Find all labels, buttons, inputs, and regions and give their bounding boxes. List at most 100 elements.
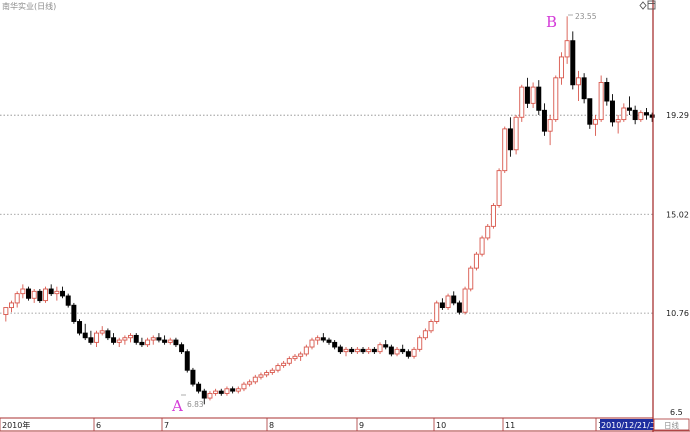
candle-body xyxy=(167,339,173,343)
candle-body xyxy=(128,334,134,339)
annotation-a: A xyxy=(171,397,183,415)
candle-body xyxy=(207,392,213,399)
candle-body xyxy=(145,339,151,346)
annotations: A 6.83 B 23.55 xyxy=(171,12,597,415)
candle-body xyxy=(264,372,270,376)
candle-body xyxy=(269,369,275,373)
candle-body xyxy=(37,290,43,302)
candle-body xyxy=(349,348,355,353)
candle-body xyxy=(9,302,14,309)
candle-body xyxy=(621,107,627,121)
candle-body xyxy=(592,119,598,125)
candle-body xyxy=(286,358,292,364)
candle-body xyxy=(604,82,610,102)
candle-body xyxy=(320,337,326,341)
candle-body xyxy=(383,344,389,348)
candle-body xyxy=(570,40,576,86)
candle-body xyxy=(445,295,451,309)
x-tick-label: 2010年 xyxy=(2,420,30,430)
chart-title: 南华实业(日线) xyxy=(2,1,56,11)
annotation-b: B xyxy=(546,13,557,31)
candle-body xyxy=(196,383,202,392)
candle-body xyxy=(332,341,338,348)
candle-body xyxy=(213,390,219,394)
candle-body xyxy=(337,346,343,353)
low-price-label: 6.83 xyxy=(187,400,204,409)
x-tick-label: 8 xyxy=(269,421,274,430)
candle-body xyxy=(156,337,162,341)
candle-body xyxy=(65,295,71,306)
candle-body xyxy=(133,334,139,343)
candle-body xyxy=(507,128,513,151)
candle-body xyxy=(179,344,185,353)
x-tick-label: 10 xyxy=(436,421,446,430)
diamond-icon[interactable] xyxy=(639,1,647,10)
candle-body xyxy=(615,119,621,123)
high-price-label: 23.55 xyxy=(575,12,597,21)
candle-body xyxy=(502,128,508,172)
x-tick-label: 9 xyxy=(359,421,364,430)
candle-body xyxy=(326,339,332,343)
candle-body xyxy=(417,337,423,350)
candle-body xyxy=(473,253,479,269)
candle-body xyxy=(462,288,468,313)
candle-body xyxy=(524,86,530,104)
candle-body xyxy=(371,348,377,353)
candle-body xyxy=(241,383,247,390)
candle-body xyxy=(411,348,417,357)
period-tab[interactable]: 日线 xyxy=(653,418,690,431)
x-tick-label: 6 xyxy=(96,421,101,430)
candle-body xyxy=(281,362,287,367)
candle-body xyxy=(54,290,60,295)
candle-body xyxy=(530,86,536,104)
candle-body xyxy=(82,332,88,339)
candle-body xyxy=(479,237,485,255)
candle-body xyxy=(428,321,434,332)
candle-body xyxy=(201,390,207,399)
candle-body xyxy=(258,374,264,378)
candle-body xyxy=(394,348,400,355)
candle-body xyxy=(536,86,542,111)
candle-body xyxy=(31,290,37,299)
candle-body xyxy=(451,295,457,304)
candle-body xyxy=(485,225,491,239)
candle-body xyxy=(400,348,406,353)
candle-body xyxy=(309,339,315,348)
candle-body xyxy=(519,86,525,118)
candle-body xyxy=(26,288,32,299)
candle-body xyxy=(20,288,26,295)
x-tick-label: 11 xyxy=(505,421,515,430)
candle-body xyxy=(71,304,77,322)
candle-body xyxy=(116,339,122,343)
candle-body xyxy=(315,337,321,341)
candle-body xyxy=(587,98,593,125)
x-tick-label: 7 xyxy=(164,421,169,430)
candle-body xyxy=(541,109,547,132)
candle-body xyxy=(111,337,117,343)
candle-body xyxy=(490,205,496,227)
candle-body xyxy=(468,267,474,290)
y-tick-label: 15.02 xyxy=(666,210,689,219)
candle-body xyxy=(377,344,383,353)
candle-body xyxy=(558,56,564,79)
candle-body xyxy=(513,116,519,151)
candle-body xyxy=(564,40,570,58)
y-tick-label: 10.76 xyxy=(666,309,689,318)
candle-body xyxy=(439,302,445,309)
candle-body xyxy=(547,119,553,132)
y-tick-label: 19.29 xyxy=(666,111,689,120)
candle-body xyxy=(434,302,440,322)
y-tick-label: 6.5 xyxy=(670,408,683,417)
y-axis: 19.29 15.02 10.76 6.5 xyxy=(652,0,689,432)
candle-body xyxy=(354,348,360,353)
candle-body xyxy=(139,341,145,346)
candle-body xyxy=(422,330,428,339)
candle-body xyxy=(275,365,281,371)
candle-body xyxy=(456,302,462,313)
corner-icons[interactable] xyxy=(639,0,656,10)
candle-body xyxy=(48,288,54,295)
window-icon[interactable] xyxy=(647,0,656,10)
candle-body xyxy=(184,351,190,371)
candle-body xyxy=(105,330,111,339)
